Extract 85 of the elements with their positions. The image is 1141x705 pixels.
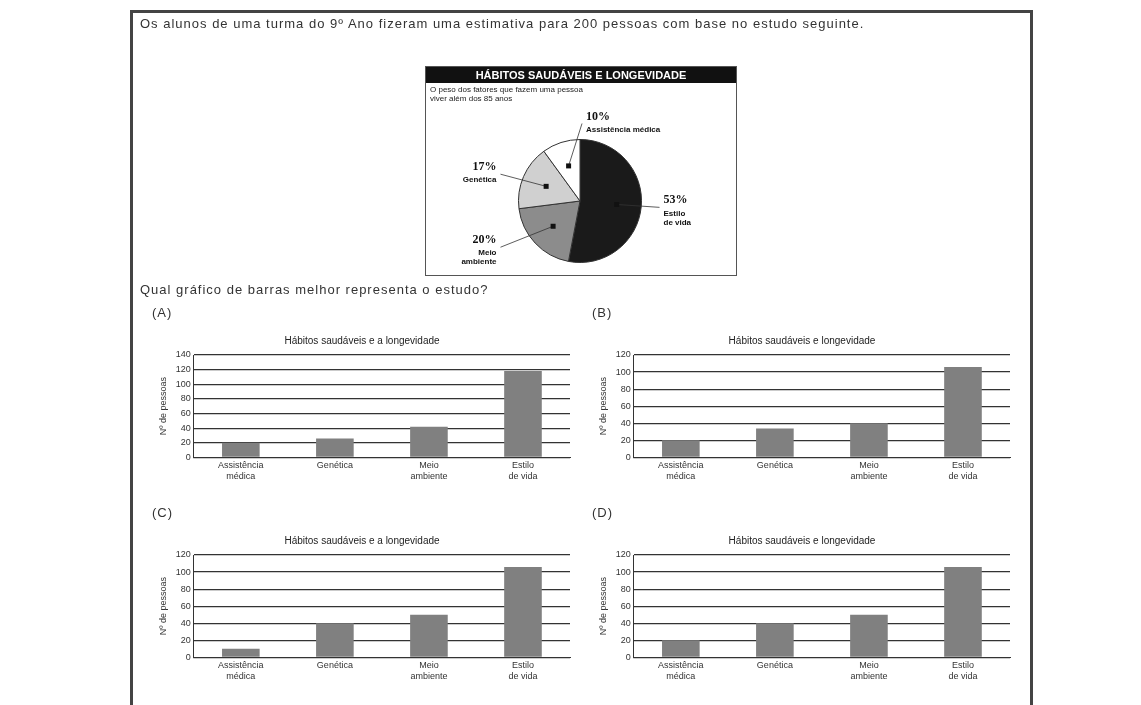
y-tick-label: 80 xyxy=(620,583,631,594)
y-tick-label: 20 xyxy=(180,437,191,448)
data-label: 17% xyxy=(472,159,497,174)
x-tick-label: Assistência médica xyxy=(218,460,264,482)
bar xyxy=(222,442,260,457)
y-tick-label: 20 xyxy=(180,634,191,645)
bar xyxy=(850,614,888,657)
bar xyxy=(316,438,354,457)
data-label: 20% xyxy=(472,232,497,247)
y-axis-title: Nº de pessoas xyxy=(157,576,168,636)
y-tick-label: 60 xyxy=(620,600,631,611)
x-tick-label: Estilo de vida xyxy=(948,460,978,482)
y-tick-label: 20 xyxy=(620,434,631,445)
slice-label: Estilo de vida xyxy=(663,208,692,227)
y-tick-label: 80 xyxy=(180,583,191,594)
y-tick-label: 0 xyxy=(185,651,191,662)
bar xyxy=(410,426,448,457)
text: (B) xyxy=(592,305,613,320)
x-tick-label: Genética xyxy=(316,660,353,671)
bar xyxy=(504,371,542,457)
x-tick-label: Meio ambiente xyxy=(410,660,448,682)
chart-title: Hábitos saudáveis e longevidade xyxy=(728,334,876,346)
y-tick-label: 40 xyxy=(620,617,631,628)
data-label: 53% xyxy=(663,192,688,207)
x-tick-label: Genética xyxy=(756,460,793,471)
chart-title: HÁBITOS SAUDÁVEIS E LONGEVIDADE xyxy=(426,67,736,83)
y-tick-label: 60 xyxy=(620,400,631,411)
x-tick-label: Meio ambiente xyxy=(850,460,888,482)
chart-title: Hábitos saudáveis e a longevidade xyxy=(284,334,440,346)
y-tick-label: 60 xyxy=(180,600,191,611)
y-axis-title: Nº de pessoas xyxy=(157,376,168,436)
x-tick-label: Assistência médica xyxy=(658,460,704,482)
x-tick-label: Estilo de vida xyxy=(948,660,978,682)
slice-label: Assistência médica xyxy=(586,124,661,134)
y-tick-label: 120 xyxy=(615,349,631,360)
bar xyxy=(662,440,700,457)
text: (D) xyxy=(592,505,614,520)
y-tick-label: 120 xyxy=(175,364,191,375)
chart-title: Hábitos saudáveis e longevidade xyxy=(728,534,876,546)
bar xyxy=(850,423,888,457)
bar xyxy=(222,648,260,657)
bar xyxy=(410,614,448,657)
y-tick-label: 0 xyxy=(625,651,631,662)
bar xyxy=(316,623,354,657)
x-tick-label: Estilo de vida xyxy=(508,660,538,682)
y-axis-title: Nº de pessoas xyxy=(597,376,608,436)
y-tick-label: 40 xyxy=(180,617,191,628)
text: Qual gráfico de barras melhor representa o estudo? xyxy=(140,282,489,297)
x-tick-label: Assistência médica xyxy=(658,660,704,682)
chart-subtitle: O peso dos fatores que fazem uma pessoa viver além dos 85 anos xyxy=(429,84,584,105)
x-tick-label: Estilo de vida xyxy=(508,460,538,482)
y-tick-label: 0 xyxy=(185,451,191,462)
text: Os alunos de uma turma do 9º Ano fizeram uma estimativa para 200 pessoas com base no estudo seguinte. xyxy=(140,16,866,31)
x-tick-label: Meio ambiente xyxy=(850,660,888,682)
y-tick-label: 60 xyxy=(180,408,191,418)
bar xyxy=(944,366,982,457)
x-tick-label: Assistência médica xyxy=(218,660,264,682)
x-tick-label: Meio ambiente xyxy=(410,460,448,482)
data-label: 10% xyxy=(586,108,610,123)
y-tick-label: 120 xyxy=(615,549,631,560)
y-tick-label: 80 xyxy=(620,383,631,394)
slice-label: Genética xyxy=(462,175,498,185)
y-tick-label: 140 xyxy=(175,349,191,360)
x-tick-label: Genética xyxy=(756,660,793,671)
bar xyxy=(756,623,794,657)
chart-title: Hábitos saudáveis e a longevidade xyxy=(284,534,440,546)
text: (C) xyxy=(152,505,174,520)
y-tick-label: 120 xyxy=(175,549,191,560)
bar xyxy=(662,640,700,657)
bar xyxy=(504,566,542,657)
bar xyxy=(944,566,982,657)
text: (A) xyxy=(152,305,173,320)
y-tick-label: 40 xyxy=(620,417,631,428)
y-tick-label: 20 xyxy=(620,634,631,645)
y-tick-label: 100 xyxy=(615,366,631,377)
slice-label: Meio ambiente xyxy=(461,248,498,267)
y-tick-label: 100 xyxy=(175,566,191,577)
y-tick-label: 80 xyxy=(180,393,191,404)
y-tick-label: 100 xyxy=(175,378,191,389)
y-tick-label: 100 xyxy=(615,566,631,577)
y-tick-label: 40 xyxy=(180,422,191,433)
bar xyxy=(756,428,794,457)
x-tick-label: Genética xyxy=(316,460,353,471)
y-axis-title: Nº de pessoas xyxy=(597,576,608,636)
y-tick-label: 0 xyxy=(625,451,631,462)
